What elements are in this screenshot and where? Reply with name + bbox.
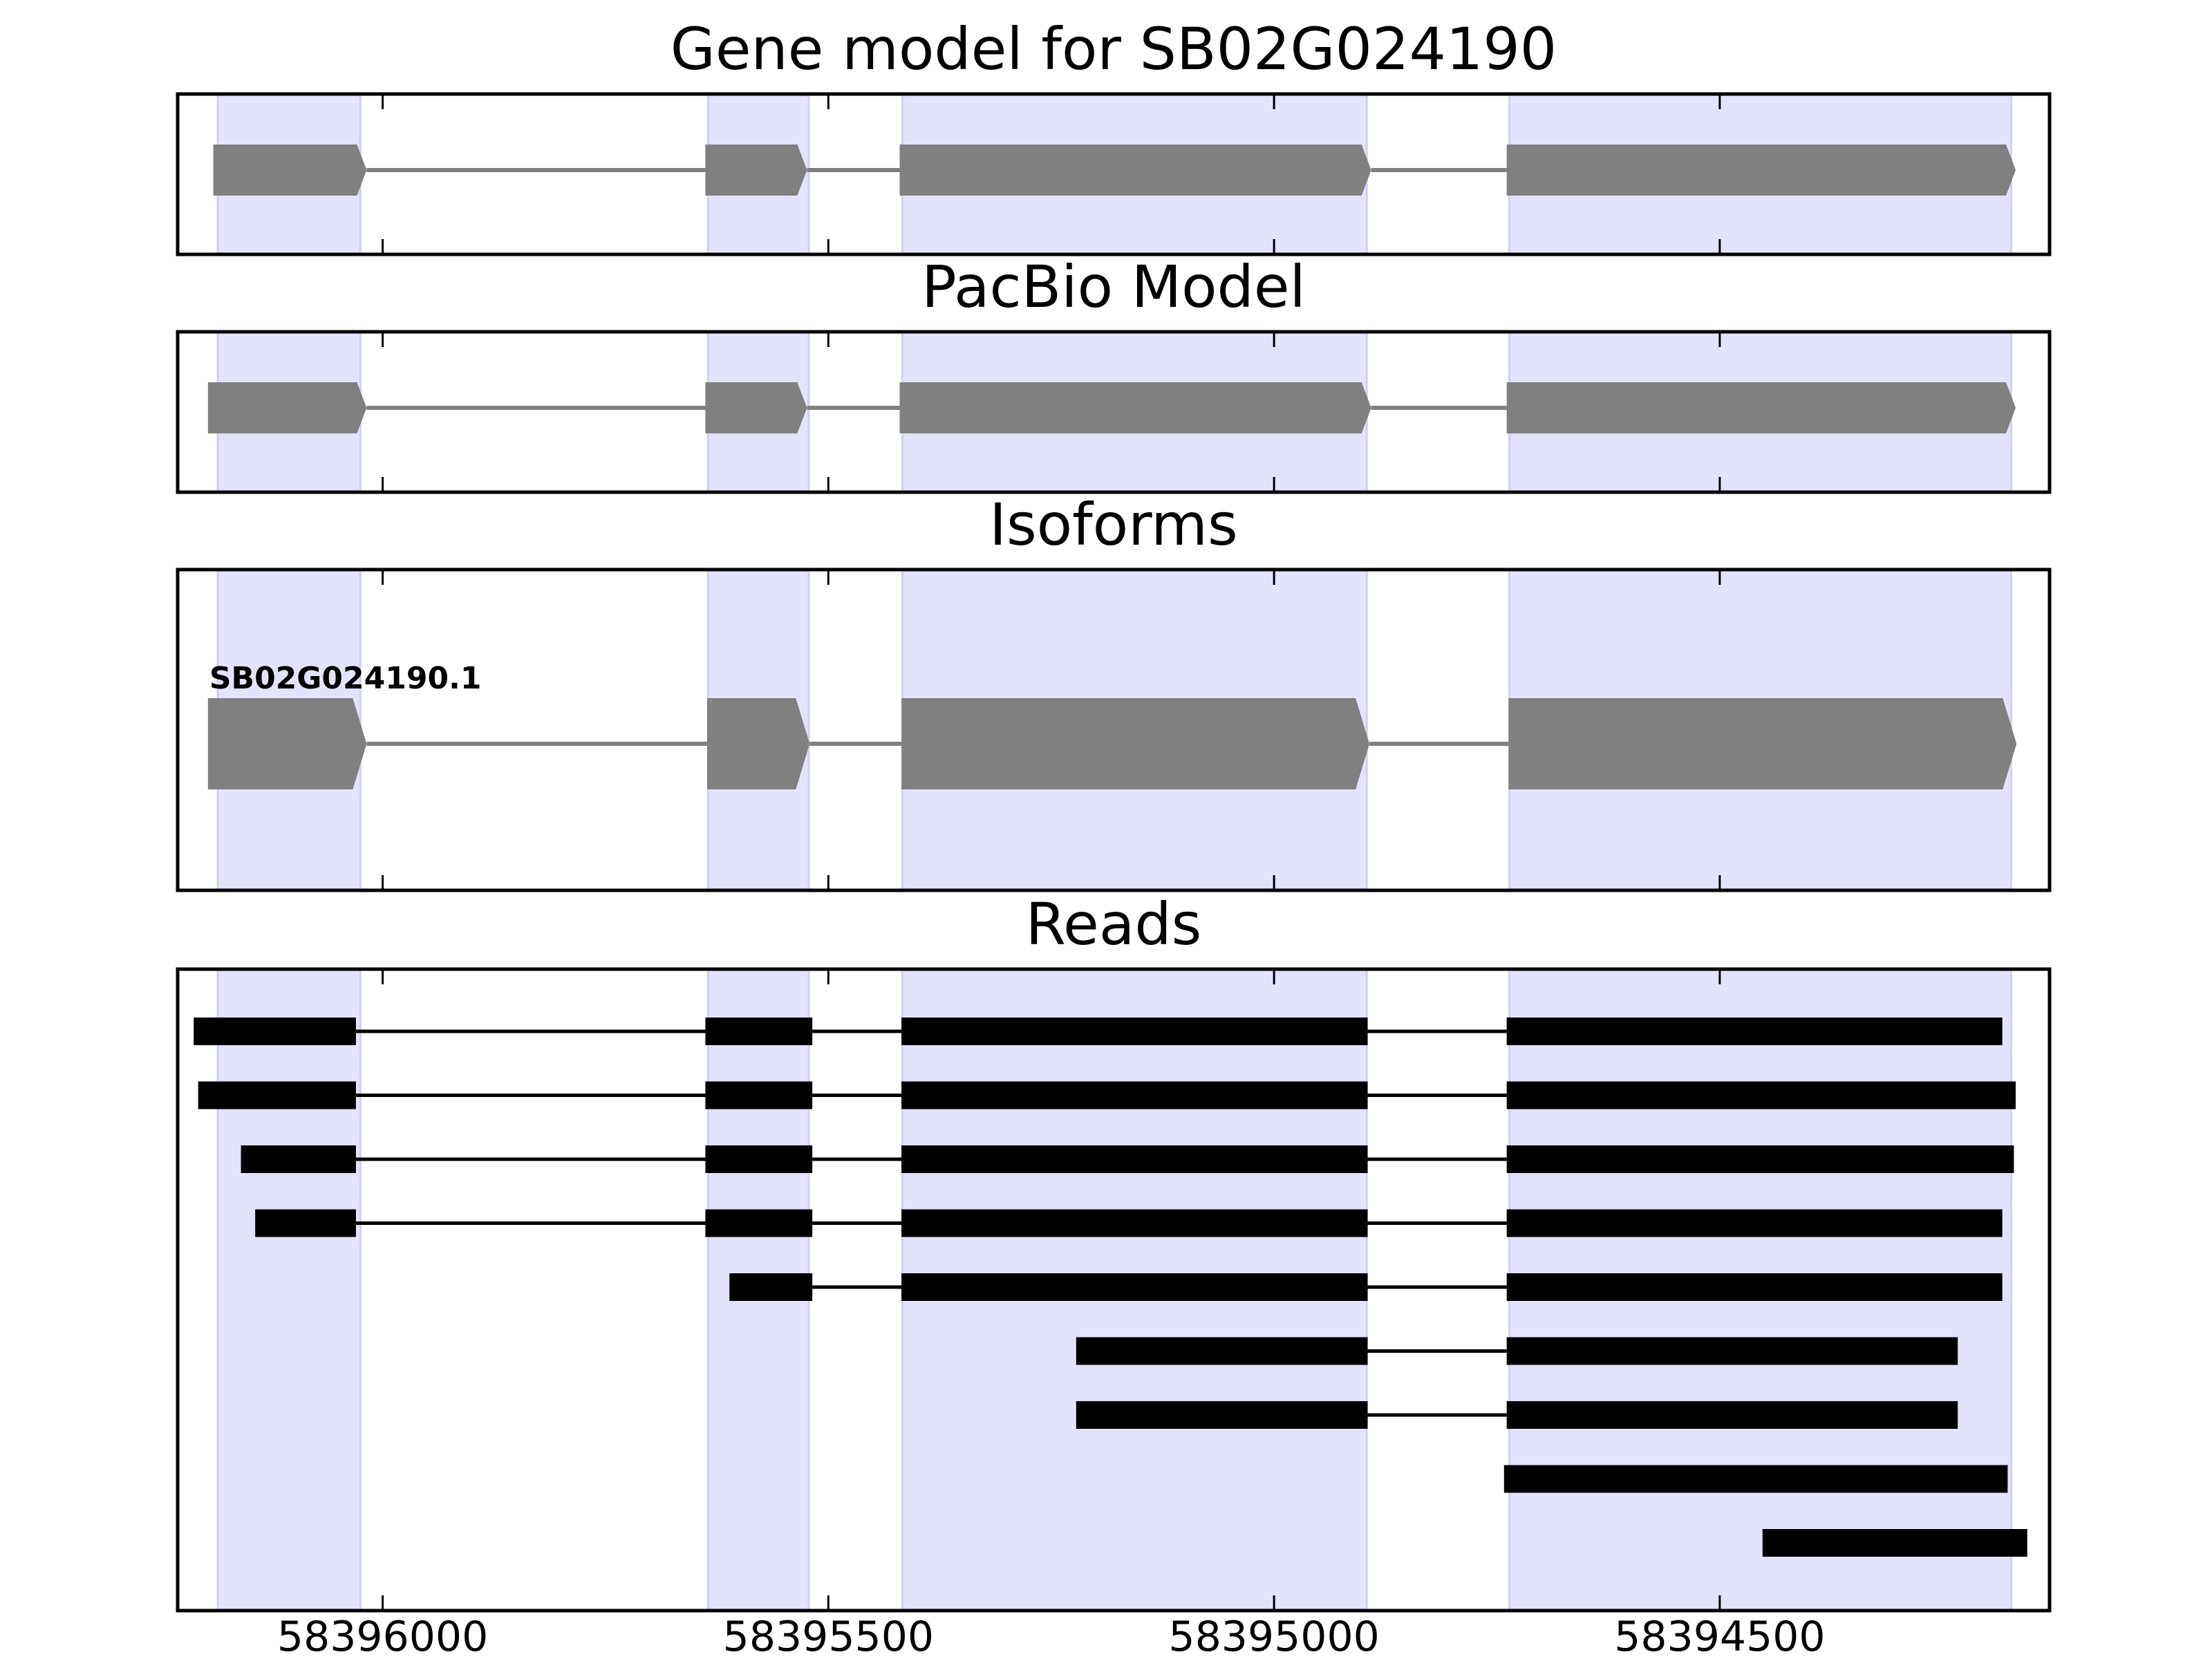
- read-row: [198, 1081, 2016, 1109]
- exon-feature: [213, 144, 367, 196]
- read-exon: [705, 1018, 813, 1045]
- panel-title: Gene model for SB02G024190: [671, 15, 1557, 83]
- exon-feature: [1506, 382, 2016, 433]
- exon-feature: [207, 698, 367, 789]
- panel-frame: [176, 568, 2052, 892]
- panel-frame: [176, 967, 2052, 1613]
- panel-title: Isoforms: [989, 491, 1238, 559]
- read-exon: [1076, 1337, 1368, 1365]
- read-row: [729, 1273, 2003, 1301]
- panels: Gene model for SB02G024190 PacBio Model Is…: [176, 15, 2052, 1613]
- read-exon: [198, 1081, 356, 1109]
- read-row: [1076, 1337, 1958, 1365]
- exon-feature: [207, 382, 367, 433]
- read-exon: [901, 1018, 1368, 1045]
- read-exon: [901, 1273, 1368, 1301]
- read-row: [194, 1018, 2003, 1045]
- panel-gene-model: Gene model for SB02G024190: [176, 15, 2052, 256]
- panel-title: PacBio Model: [921, 253, 1306, 321]
- read-exon: [705, 1209, 813, 1237]
- read-exon: [901, 1145, 1368, 1173]
- read-exon: [1506, 1337, 1958, 1365]
- read-row: [255, 1209, 2003, 1237]
- panel-reads: Reads: [176, 890, 2052, 1613]
- read-exon: [705, 1081, 813, 1109]
- exon-feature: [706, 698, 810, 789]
- read-exon: [1506, 1401, 1958, 1429]
- read-exon: [1506, 1273, 2003, 1301]
- transcript-row: [207, 382, 2016, 433]
- read-exon: [1506, 1145, 2014, 1173]
- x-tick-label: 58395000: [1168, 1613, 1379, 1659]
- exon-feature: [899, 382, 1371, 433]
- panel-frame: [176, 330, 2052, 494]
- exon-feature: [901, 698, 1370, 789]
- read-exon: [901, 1081, 1368, 1109]
- read-exon: [1506, 1018, 2003, 1045]
- x-tick-label: 58394500: [1614, 1613, 1825, 1659]
- exon-feature: [705, 382, 807, 433]
- read-exon: [729, 1273, 813, 1301]
- exon-feature: [1508, 698, 2017, 789]
- read-exon: [705, 1145, 813, 1173]
- read-exon: [194, 1018, 356, 1045]
- read-exon: [1503, 1465, 2008, 1493]
- exon-feature: [899, 144, 1371, 196]
- panel-isoforms: Isoforms SB02G024190.1: [176, 491, 2052, 892]
- transcript-row: SB02G024190.1: [207, 661, 2017, 789]
- isoform-label: SB02G024190.1: [209, 661, 482, 696]
- read-exon: [255, 1209, 356, 1237]
- read-row: [1762, 1529, 2027, 1557]
- x-tick-label: 58396000: [277, 1613, 488, 1659]
- read-row: [241, 1145, 2014, 1173]
- panel-title: Reads: [1026, 890, 1202, 958]
- panel-pacbio-model: PacBio Model: [176, 253, 2052, 494]
- read-row: [1076, 1401, 1958, 1429]
- exon-feature: [1506, 144, 2016, 196]
- x-tick-label: 58395500: [723, 1613, 934, 1659]
- read-exon: [1506, 1209, 2003, 1237]
- read-exon: [901, 1209, 1368, 1237]
- transcript-row: [213, 144, 2016, 196]
- read-exon: [1076, 1401, 1368, 1429]
- read-exon: [1506, 1081, 2016, 1109]
- x-axis: 58396000 58395500 58395000 58394500: [277, 1613, 1826, 1659]
- read-exon: [1762, 1529, 2027, 1557]
- read-row: [1503, 1465, 2008, 1493]
- panel-frame: [176, 92, 2052, 256]
- exon-region-shade: [216, 968, 362, 1612]
- exon-feature: [705, 144, 807, 196]
- read-exon: [241, 1145, 356, 1173]
